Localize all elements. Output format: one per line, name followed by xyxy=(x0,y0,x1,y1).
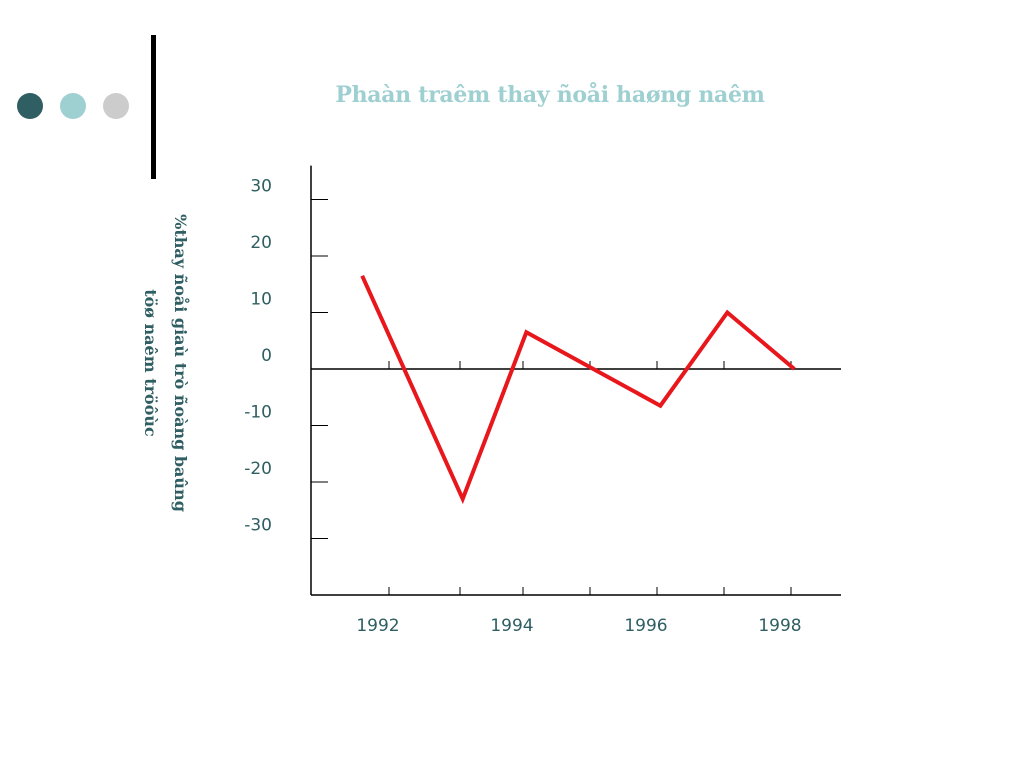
x-tick-label: 1998 xyxy=(758,616,801,636)
y-tick-label: -30 xyxy=(244,516,272,536)
y-tick-label: 0 xyxy=(261,346,272,366)
series-line xyxy=(360,274,796,505)
y-tick-label: 10 xyxy=(250,290,272,310)
decor-dot-light xyxy=(60,93,86,119)
y-tick-label: -20 xyxy=(244,459,272,479)
x-tick-label: 1994 xyxy=(490,616,533,636)
y-tick-label: 30 xyxy=(250,177,272,197)
x-tick-label: 1996 xyxy=(624,616,667,636)
decor-dot-dark xyxy=(17,93,43,119)
y-tick-label: 20 xyxy=(250,233,272,253)
x-tick-label: 1992 xyxy=(356,616,399,636)
y-tick-label: -10 xyxy=(244,403,272,423)
chart-title: Phaàn traêm thay ñoåi haøng naêm xyxy=(335,82,765,108)
decor-vertical-bar xyxy=(151,35,156,179)
decor-dot-gray xyxy=(103,93,129,119)
